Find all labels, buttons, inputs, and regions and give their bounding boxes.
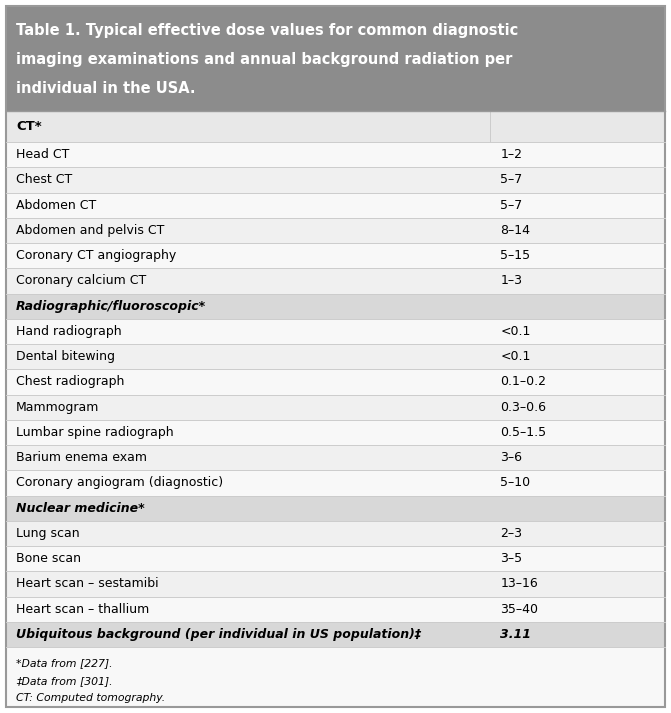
Text: *Data from [227].: *Data from [227]. <box>16 659 113 669</box>
Text: CT: Computed tomography.: CT: Computed tomography. <box>16 693 165 703</box>
Text: 35–40: 35–40 <box>501 602 538 615</box>
Bar <box>6 445 665 471</box>
Bar <box>6 294 665 319</box>
Text: Chest CT: Chest CT <box>16 173 72 186</box>
Bar <box>6 268 665 294</box>
Bar <box>6 243 665 268</box>
Text: 0.3–0.6: 0.3–0.6 <box>501 401 546 414</box>
Bar <box>6 168 665 193</box>
Bar <box>6 6 665 111</box>
Text: 13–16: 13–16 <box>501 578 538 590</box>
Text: individual in the USA.: individual in the USA. <box>16 81 195 96</box>
Text: Bone scan: Bone scan <box>16 552 81 565</box>
Bar <box>6 546 665 571</box>
Text: 5–7: 5–7 <box>501 199 523 212</box>
Bar <box>6 471 665 496</box>
Bar <box>6 111 665 142</box>
Bar <box>6 520 665 546</box>
Text: 1–2: 1–2 <box>501 148 522 161</box>
Text: ‡Data from [301].: ‡Data from [301]. <box>16 676 113 686</box>
Text: Hand radiograph: Hand radiograph <box>16 325 121 338</box>
Text: 5–7: 5–7 <box>501 173 523 186</box>
Text: Dental bitewing: Dental bitewing <box>16 350 115 363</box>
Text: 2–3: 2–3 <box>501 527 522 540</box>
Text: Chest radiograph: Chest radiograph <box>16 376 124 389</box>
Bar <box>6 319 665 344</box>
Text: Radiographic/fluoroscopic*: Radiographic/fluoroscopic* <box>16 299 206 313</box>
Text: 8–14: 8–14 <box>501 224 530 237</box>
Text: Coronary angiogram (diagnostic): Coronary angiogram (diagnostic) <box>16 476 223 489</box>
Bar <box>6 193 665 217</box>
Text: Head CT: Head CT <box>16 148 69 161</box>
Bar <box>6 369 665 394</box>
Text: Mammogram: Mammogram <box>16 401 99 414</box>
Text: Barium enema exam: Barium enema exam <box>16 451 147 464</box>
Text: Table 1. Typical effective dose values for common diagnostic: Table 1. Typical effective dose values f… <box>16 23 518 38</box>
Bar <box>6 597 665 622</box>
Text: Heart scan – thallium: Heart scan – thallium <box>16 602 149 615</box>
Bar <box>6 496 665 520</box>
Text: <0.1: <0.1 <box>501 350 531 363</box>
Bar <box>6 420 665 445</box>
Text: 0.5–1.5: 0.5–1.5 <box>501 426 546 439</box>
Text: Heart scan – sestamibi: Heart scan – sestamibi <box>16 578 158 590</box>
Bar <box>6 622 665 647</box>
Text: imaging examinations and annual background radiation per: imaging examinations and annual backgrou… <box>16 52 513 67</box>
Bar <box>6 217 665 243</box>
Text: Lumbar spine radiograph: Lumbar spine radiograph <box>16 426 174 439</box>
Text: 3–5: 3–5 <box>501 552 523 565</box>
Bar <box>6 647 665 707</box>
Text: Coronary calcium CT: Coronary calcium CT <box>16 275 146 287</box>
Bar <box>6 142 665 168</box>
Text: Ubiquitous background (per individual in US population)‡: Ubiquitous background (per individual in… <box>16 628 421 641</box>
Text: Abdomen CT: Abdomen CT <box>16 199 96 212</box>
Bar <box>6 571 665 597</box>
Text: CT*: CT* <box>16 120 42 133</box>
Text: 5–15: 5–15 <box>501 249 531 262</box>
Text: <0.1: <0.1 <box>501 325 531 338</box>
Text: Abdomen and pelvis CT: Abdomen and pelvis CT <box>16 224 164 237</box>
Text: Coronary CT angiography: Coronary CT angiography <box>16 249 176 262</box>
Bar <box>6 394 665 420</box>
Text: 0.1–0.2: 0.1–0.2 <box>501 376 546 389</box>
Text: 3–6: 3–6 <box>501 451 522 464</box>
Text: 1–3: 1–3 <box>501 275 522 287</box>
Text: 3.11: 3.11 <box>501 628 531 641</box>
Bar <box>6 344 665 369</box>
Text: Lung scan: Lung scan <box>16 527 80 540</box>
Text: Nuclear medicine*: Nuclear medicine* <box>16 502 145 515</box>
Text: 5–10: 5–10 <box>501 476 531 489</box>
